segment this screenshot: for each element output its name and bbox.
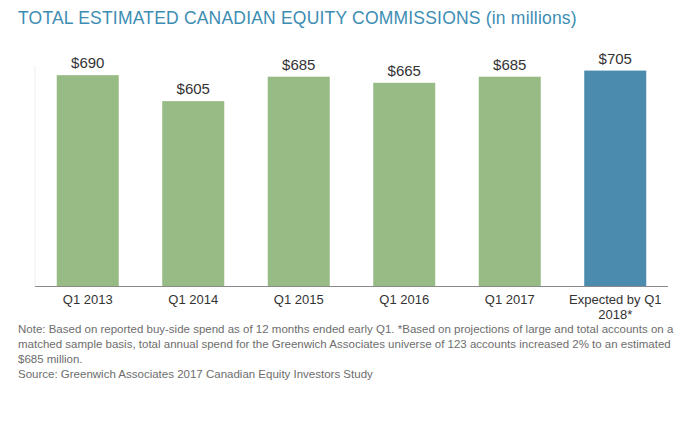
data-label: $705 xyxy=(599,50,632,67)
bar xyxy=(373,83,435,286)
data-label: $690 xyxy=(71,54,104,71)
x-tick-label: Q1 2016 xyxy=(379,292,429,307)
x-axis-line xyxy=(35,286,668,287)
data-label: $665 xyxy=(388,62,421,79)
x-tick-label: Q1 2015 xyxy=(274,292,324,307)
y-axis-line xyxy=(35,66,36,286)
chart-title: TOTAL ESTIMATED CANADIAN EQUITY COMMISSI… xyxy=(18,8,577,29)
bars xyxy=(57,71,647,286)
bar xyxy=(57,75,119,286)
notes: Note: Based on reported buy-side spend a… xyxy=(18,322,686,382)
x-tick-label: Expected by Q12018* xyxy=(569,292,662,320)
bar xyxy=(584,71,646,286)
x-tick-label: Q1 2014 xyxy=(168,292,218,307)
bar xyxy=(479,77,541,286)
x-tick-label: Q1 2013 xyxy=(63,292,113,307)
data-label: $685 xyxy=(493,56,526,73)
x-tick-label: Q1 2017 xyxy=(485,292,535,307)
annotation: Note: Based on reported buy-side spend a… xyxy=(18,322,686,367)
data-label: $605 xyxy=(177,80,210,97)
data-label: $685 xyxy=(282,56,315,73)
bar xyxy=(268,77,330,286)
annotation: Source: Greenwich Associates 2017 Canadi… xyxy=(18,367,686,382)
chart-svg: $690 $605 $685 $665 $685 $705 Q1 2013 Q1 2014 Q1… xyxy=(0,0,697,320)
bar xyxy=(162,101,224,286)
